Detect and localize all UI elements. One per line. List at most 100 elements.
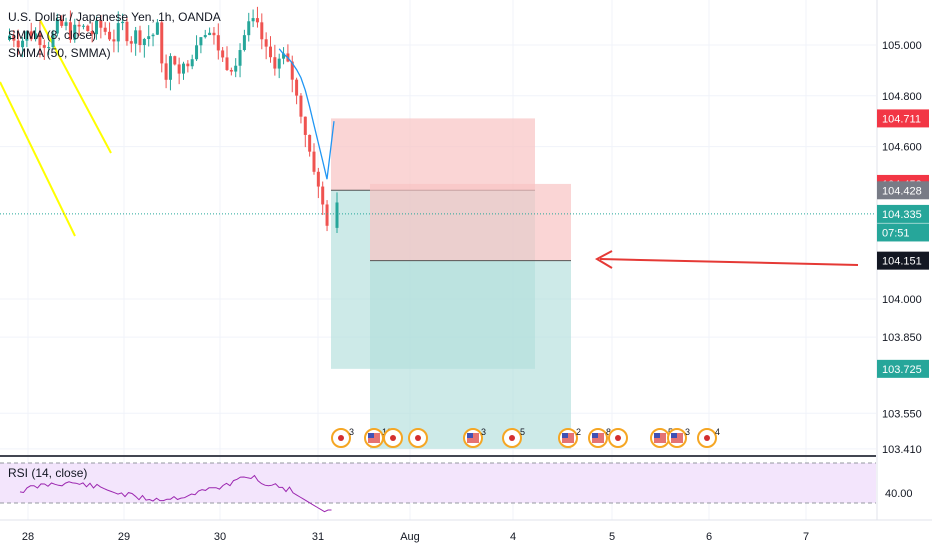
jp-event-icon[interactable] [383, 428, 403, 448]
candle [190, 59, 194, 67]
candle [34, 33, 38, 40]
candle [155, 22, 159, 35]
indicator-smma-50[interactable]: SMMA (50, SMMA) [8, 46, 111, 60]
time-tick-label: 5 [609, 531, 615, 543]
candle [295, 79, 299, 96]
candle [42, 45, 46, 48]
candle [68, 22, 72, 40]
candle [312, 151, 316, 172]
symbol-title[interactable]: U.S. Dollar / Japanese Yen, 1h, OANDA [8, 10, 221, 24]
event-count: 4 [715, 427, 720, 437]
jp-event-icon[interactable] [408, 428, 428, 448]
candle [277, 58, 281, 69]
candle [47, 47, 51, 49]
pane-separator [0, 455, 876, 457]
chart-legend: U.S. Dollar / Japanese Yen, 1h, OANDA SM… [8, 8, 221, 62]
candle [264, 39, 268, 47]
candle [38, 33, 42, 46]
candle [60, 19, 64, 26]
indicator-smma-8[interactable]: SMMA (8, close) [8, 28, 97, 42]
candle [29, 31, 33, 40]
jp-event-icon[interactable]: 5 [502, 427, 525, 448]
price-axis-bg [877, 0, 932, 550]
price-label-box [877, 109, 929, 128]
event-count: 3 [685, 427, 690, 437]
candle [77, 24, 81, 27]
price-label-box [877, 204, 929, 223]
candle [99, 20, 103, 28]
candle [186, 63, 190, 67]
price-tick-label: 103.850 [882, 332, 922, 344]
candle [255, 18, 259, 23]
candle [335, 202, 339, 228]
candle [95, 20, 98, 35]
candle [234, 65, 238, 72]
candle [73, 24, 77, 40]
candle [121, 21, 125, 24]
time-tick-label: 7 [803, 531, 809, 543]
candle [173, 56, 177, 65]
time-tick-label: Aug [400, 531, 420, 543]
us-event-icon[interactable]: 8 [588, 427, 611, 448]
price-label: 07:51 [882, 227, 910, 239]
event-count: 5 [520, 427, 525, 437]
price-tick-label: 105.000 [882, 40, 922, 52]
us-event-icon[interactable]: 3 [463, 427, 486, 448]
price-label: 103.725 [882, 364, 922, 376]
candle [316, 171, 320, 187]
price-label: 104.335 [882, 209, 922, 221]
us-event-icon[interactable]: 2 [558, 427, 581, 448]
event-count: 3 [349, 427, 354, 437]
candle [151, 34, 155, 37]
price-tick-label: 103.550 [882, 408, 922, 420]
candle [125, 21, 129, 42]
candle [64, 22, 68, 26]
jp-event-icon[interactable]: 4 [697, 427, 720, 448]
price-tick-label: 104.000 [882, 294, 922, 306]
candle [212, 32, 216, 36]
time-tick-label: 4 [510, 531, 516, 543]
candle [147, 36, 151, 40]
jp-event-icon[interactable]: 3 [331, 427, 354, 448]
candle [321, 186, 325, 205]
candle [282, 53, 286, 59]
time-tick-label: 31 [312, 531, 324, 543]
time-tick-label: 28 [22, 531, 34, 543]
price-tick-label: 103.410 [882, 444, 922, 456]
candle [8, 35, 11, 40]
price-label-box [877, 359, 929, 378]
candle [103, 27, 107, 32]
rsi-band [0, 463, 876, 503]
candle [251, 18, 255, 22]
position-1-stop-zone [331, 118, 535, 191]
candles-group [8, 6, 339, 233]
candle [116, 23, 120, 42]
price-tick-label: 104.600 [882, 142, 922, 154]
candle [229, 69, 233, 72]
candle [25, 31, 29, 41]
candle [238, 50, 242, 66]
time-tick-label: 6 [706, 531, 712, 543]
rsi-tick-label: 40.00 [885, 488, 913, 500]
candle [269, 46, 272, 58]
us-event-icon[interactable]: 3 [667, 427, 690, 448]
candle [177, 64, 181, 74]
smma-line [278, 48, 335, 180]
candle [203, 35, 207, 38]
jp-event-icon[interactable] [608, 428, 628, 448]
candle [16, 40, 20, 48]
annotation-arrow-shaft [599, 258, 859, 266]
event-count: 3 [481, 427, 486, 437]
candle [129, 41, 133, 44]
time-tick-label: 29 [118, 531, 130, 543]
candle [160, 22, 164, 64]
candle [86, 25, 90, 32]
candle [108, 31, 112, 40]
candle [112, 39, 116, 42]
event-count: 8 [606, 427, 611, 437]
rsi-legend[interactable]: RSI (14, close) [8, 466, 88, 480]
candle [90, 31, 94, 35]
price-tick-label: 104.800 [882, 91, 922, 103]
candle [290, 61, 294, 80]
